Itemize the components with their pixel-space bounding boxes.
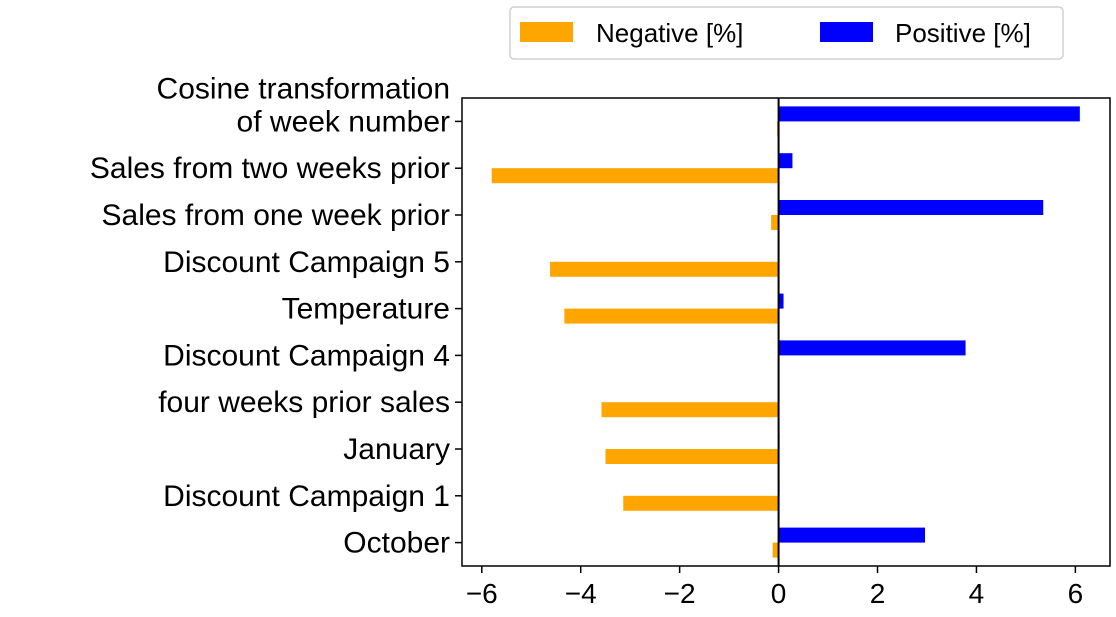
y-tick-label-9: Discount Campaign 1 — [163, 480, 450, 513]
y-tick-label-8: January — [343, 433, 450, 466]
bars-layer — [491, 106, 1080, 558]
y-tick-label-5: Temperature — [282, 293, 450, 326]
legend-swatch-negative — [520, 22, 573, 42]
x-tick-label-3: −2 — [664, 578, 696, 609]
legend-box — [509, 6, 1064, 60]
x-tick-label-6: 4 — [969, 578, 985, 609]
negative-bar-10 — [772, 542, 779, 558]
x-tick-label-4: 0 — [771, 578, 787, 609]
positive-bar-6 — [778, 340, 966, 356]
positive-bar-2 — [778, 153, 793, 169]
legend-label-negative: Negative [%] — [596, 18, 743, 48]
legend-swatch-positive — [820, 22, 873, 42]
x-tick-label-1: −6 — [466, 578, 498, 609]
negative-bar-8 — [605, 449, 779, 464]
x-tick-label-2: −4 — [565, 578, 597, 609]
negative-bar-2 — [491, 168, 779, 184]
positive-bar-5 — [778, 293, 784, 309]
y-tick-label-2: Sales from two weeks prior — [90, 152, 450, 185]
y-tick-label-6: Discount Campaign 4 — [163, 339, 450, 372]
y-tick-label-1: Cosine transformation of week number — [157, 72, 450, 138]
negative-bar-4 — [550, 261, 779, 277]
plot-frame — [461, 97, 1111, 567]
y-tick-label-7: four weeks prior sales — [158, 386, 450, 419]
x-axis: −6 −4 −2 0 2 4 6 — [466, 566, 1083, 609]
y-axis: Cosine transformation of week number Sales… — [90, 72, 462, 560]
positive-bar-1 — [778, 106, 1080, 122]
x-tick-label-7: 6 — [1068, 578, 1084, 609]
positive-bar-3 — [778, 200, 1044, 215]
legend: Negative [%] Positive [%] — [509, 6, 1064, 60]
negative-bar-3 — [771, 215, 779, 230]
positive-bar-10 — [778, 527, 925, 543]
legend-label-positive: Positive [%] — [895, 18, 1031, 48]
negative-bar-9 — [623, 495, 779, 511]
x-tick-label-5: 2 — [870, 578, 886, 609]
y-tick-label-10: October — [343, 527, 450, 560]
negative-bar-7 — [601, 402, 779, 418]
y-tick-label-4: Discount Campaign 5 — [163, 246, 450, 279]
negative-bar-5 — [564, 308, 779, 324]
y-tick-label-3: Sales from one week prior — [102, 199, 451, 232]
